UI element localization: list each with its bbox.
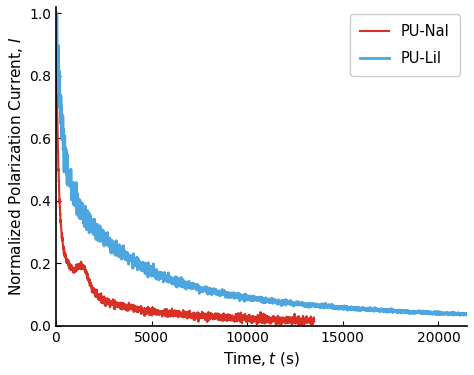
PU-NaI — [311, 319, 317, 324]
PU-LiI — [456, 311, 462, 316]
PU-LiI — [125, 254, 130, 259]
Legend: PU-NaI, PU-LiI: PU-NaI, PU-LiI — [350, 14, 460, 76]
PU-LiI — [464, 312, 470, 317]
PU-LiI — [450, 313, 456, 317]
PU-NaI — [256, 315, 262, 320]
PU-NaI — [53, 11, 59, 15]
Y-axis label: Normalized Polarization Current, $I$: Normalized Polarization Current, $I$ — [7, 37, 25, 296]
PU-LiI — [412, 309, 418, 314]
Line: PU-NaI: PU-NaI — [56, 13, 314, 326]
PU-NaI — [179, 312, 184, 317]
PU-NaI — [304, 320, 310, 325]
PU-NaI — [301, 323, 307, 328]
X-axis label: Time, $t$ (s): Time, $t$ (s) — [223, 350, 300, 368]
PU-LiI — [211, 286, 217, 291]
PU-NaI — [66, 262, 72, 267]
PU-LiI — [53, 10, 59, 14]
PU-NaI — [304, 320, 310, 324]
Line: PU-LiI: PU-LiI — [56, 12, 467, 315]
PU-NaI — [172, 312, 177, 316]
PU-LiI — [100, 236, 106, 240]
PU-LiI — [53, 11, 59, 15]
PU-LiI — [229, 291, 235, 296]
